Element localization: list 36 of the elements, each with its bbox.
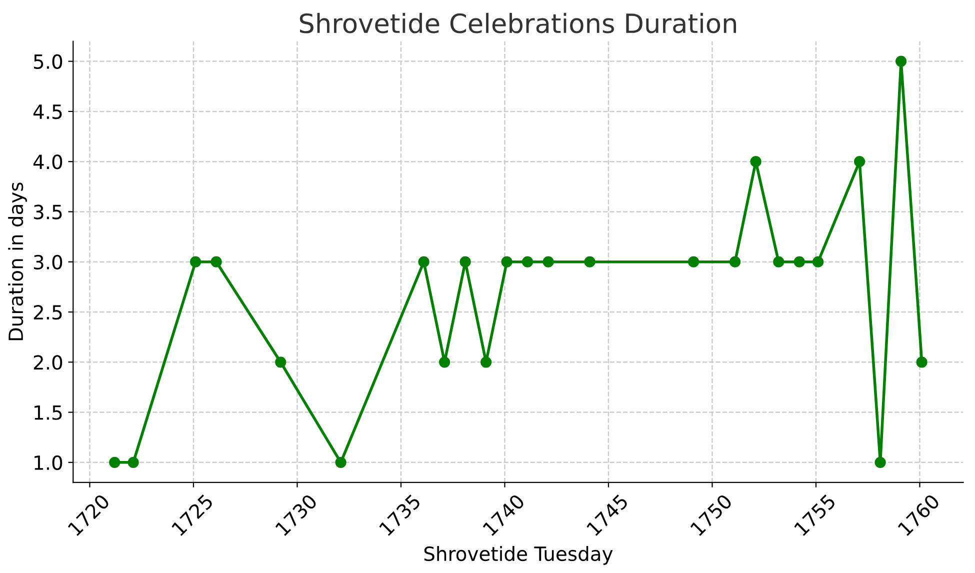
point bbox=[190, 256, 202, 268]
point bbox=[916, 356, 928, 368]
point bbox=[584, 256, 596, 268]
point bbox=[542, 256, 554, 268]
point bbox=[522, 256, 534, 268]
point bbox=[109, 456, 120, 468]
y-tick-label: 2.5 bbox=[34, 304, 62, 320]
point bbox=[275, 356, 286, 368]
point bbox=[688, 256, 700, 268]
point bbox=[895, 56, 907, 67]
y-tick-label: 1.5 bbox=[34, 405, 62, 420]
point bbox=[128, 456, 139, 468]
point bbox=[750, 156, 762, 168]
point bbox=[210, 256, 222, 268]
point bbox=[854, 156, 866, 168]
point bbox=[812, 256, 824, 268]
point bbox=[794, 256, 805, 268]
point bbox=[729, 256, 741, 268]
chart-title: Shrovetide Celebrations Duration bbox=[300, 12, 736, 34]
point bbox=[480, 356, 492, 368]
y-tick-label: 2.0 bbox=[34, 355, 62, 370]
point bbox=[773, 256, 784, 268]
x-axis-title: Shrovetide Tuesday bbox=[424, 546, 613, 565]
y-tick-label: 3.5 bbox=[34, 204, 62, 220]
point bbox=[335, 456, 346, 468]
y-tick-label: 1.0 bbox=[34, 455, 62, 470]
y-tick-label: 4.0 bbox=[33, 154, 62, 170]
point bbox=[460, 256, 471, 268]
point bbox=[874, 456, 886, 468]
y-tick-label: 4.5 bbox=[33, 104, 62, 120]
y-axis-title: Duration in days bbox=[8, 182, 27, 340]
y-tick-label: 3.0 bbox=[34, 254, 62, 270]
point bbox=[501, 256, 512, 268]
point bbox=[418, 256, 430, 268]
point bbox=[438, 356, 450, 368]
y-tick-label: 5.0 bbox=[34, 54, 62, 69]
